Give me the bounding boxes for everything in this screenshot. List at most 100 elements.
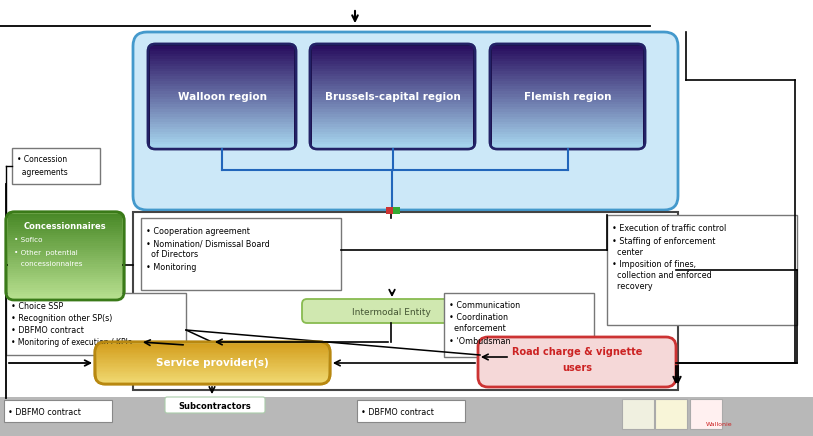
Bar [492,117,643,120]
Bar [492,66,643,69]
Bar [622,399,654,429]
Bar [492,127,643,130]
Bar [141,218,341,290]
Bar [150,74,294,77]
Bar [312,69,473,72]
Bar [8,216,122,219]
Text: concessionnaires: concessionnaires [14,261,82,267]
Bar [150,137,294,140]
Bar [8,222,122,225]
Text: of Directors: of Directors [146,249,198,259]
FancyBboxPatch shape [133,32,678,210]
Text: • Recognition other SP(s): • Recognition other SP(s) [11,313,112,323]
Bar [150,134,294,138]
Bar [150,71,294,75]
Bar [133,212,678,390]
Bar [97,349,328,351]
Bar [8,286,122,288]
Bar [312,137,473,140]
Bar [492,54,643,57]
Bar [150,132,294,135]
Bar [312,92,473,95]
Bar [8,287,122,290]
Bar [312,132,473,135]
Bar [150,112,294,115]
Bar [492,69,643,72]
Bar [150,89,294,92]
Bar [492,109,643,112]
FancyBboxPatch shape [302,299,480,323]
Bar [97,375,328,376]
Bar [312,86,473,90]
Bar [492,129,643,133]
Bar [312,119,473,123]
Bar [8,260,122,263]
FancyBboxPatch shape [310,44,475,149]
Bar [8,235,122,238]
Text: center: center [612,248,643,256]
Bar [492,79,643,82]
Text: • Monitoring of execution / KPIs: • Monitoring of execution / KPIs [11,337,132,347]
Bar [8,237,122,240]
FancyBboxPatch shape [6,212,124,300]
Bar [492,114,643,117]
Bar [8,243,122,246]
Bar [690,399,722,429]
Bar [312,48,473,52]
Bar [312,58,473,62]
Bar [312,124,473,128]
Bar [97,369,328,371]
Bar [8,250,122,252]
Bar [97,344,328,346]
Bar [492,124,643,128]
Bar [8,283,122,286]
Bar [492,48,643,52]
Bar [150,61,294,65]
Bar [97,355,328,358]
Bar [312,106,473,110]
Bar [6,293,186,355]
Text: • Imposition of fines,: • Imposition of fines, [612,259,696,269]
Text: agreements: agreements [17,167,67,177]
Bar [492,94,643,97]
Bar [150,48,294,52]
Bar [150,124,294,128]
Bar [492,46,643,49]
Bar [8,254,122,257]
Bar [8,281,122,284]
Bar [97,359,328,361]
Bar [492,104,643,107]
Text: Service provider(s): Service provider(s) [155,358,268,368]
Bar [492,122,643,125]
Bar [150,129,294,133]
Bar [4,400,112,422]
Bar [8,220,122,223]
Bar [8,271,122,274]
Bar [492,58,643,62]
Bar [492,82,643,85]
Text: • Concession: • Concession [17,154,67,164]
Bar [8,214,122,217]
Bar [150,94,294,97]
Bar [97,354,328,356]
Bar [8,218,122,221]
Text: Wallonie: Wallonie [706,422,733,426]
Bar [150,96,294,100]
Bar [492,144,643,148]
Bar [97,348,328,350]
Bar [312,64,473,67]
Bar [150,119,294,123]
Bar [492,86,643,90]
Bar [492,64,643,67]
Bar [150,56,294,59]
Bar [312,117,473,120]
Bar [8,266,122,269]
Bar [492,134,643,138]
Bar [150,104,294,107]
Bar [150,99,294,102]
Bar [8,292,122,295]
Bar [8,264,122,267]
Bar [97,368,328,370]
Bar [386,207,393,214]
Bar [492,89,643,92]
